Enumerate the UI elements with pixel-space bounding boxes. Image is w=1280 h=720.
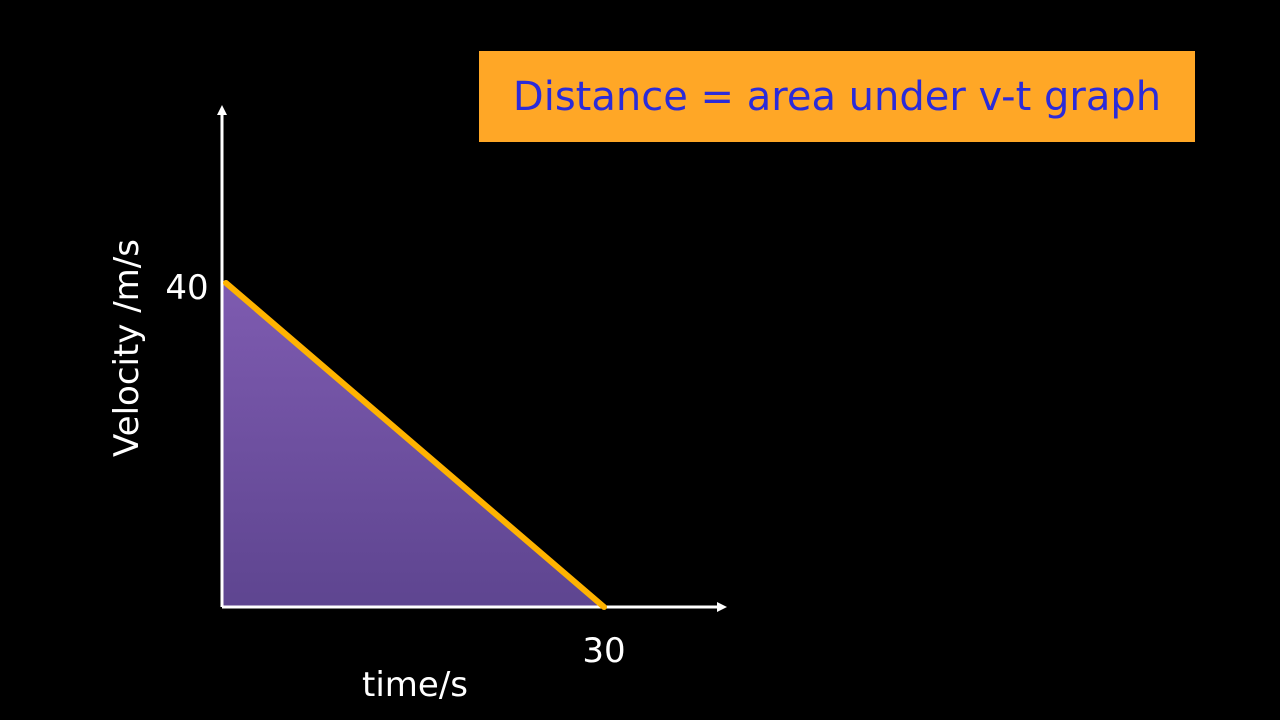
- title-text: Distance = area under v-t graph: [512, 73, 1162, 120]
- velocity-line: [223, 280, 607, 610]
- title-box: Distance = area under v-t graph: [479, 51, 1195, 142]
- x-tick-label-30: 30: [582, 631, 625, 671]
- y-tick-label-40: 40: [165, 268, 208, 308]
- x-axis-label: time/s: [362, 665, 468, 705]
- y-axis-label: Velocity /m/s: [107, 239, 147, 457]
